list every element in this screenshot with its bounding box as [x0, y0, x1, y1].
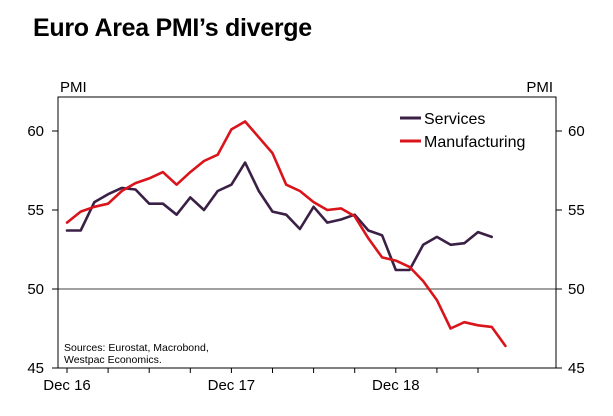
y-tick-label-right: 55 — [568, 202, 585, 219]
source-note-line: Westpac Economics. — [64, 354, 162, 366]
chart-title: Euro Area PMI’s diverge — [33, 14, 312, 42]
legend: Services Manufacturing — [400, 111, 525, 151]
y-axis-label-right: PMI — [526, 79, 553, 96]
y-axis-label-left: PMI — [60, 79, 87, 96]
legend-label-manufacturing: Manufacturing — [424, 134, 525, 151]
y-tick-label-right: 50 — [568, 281, 585, 298]
x-tick-label: Dec 18 — [372, 377, 420, 394]
series-line-manufacturing — [65, 120, 507, 348]
x-tick-label: Dec 17 — [208, 377, 256, 394]
series-line-services — [65, 161, 494, 272]
plot-frame — [57, 96, 557, 369]
source-note: Sources: Eurostat, Macrobond,Westpac Eco… — [64, 342, 209, 366]
y-tick-label-left: 45 — [27, 360, 44, 377]
y-tick-label-right: 45 — [568, 360, 585, 377]
y-tick-label-left: 55 — [27, 202, 44, 219]
y-tick-label-left: 60 — [27, 123, 44, 140]
y-tick-label-left: 50 — [27, 281, 44, 298]
x-tick-label: Dec 16 — [43, 377, 91, 394]
y-tick-label-right: 60 — [568, 123, 585, 140]
source-note-line: Sources: Eurostat, Macrobond, — [64, 342, 209, 354]
legend-label-services: Services — [424, 111, 485, 128]
